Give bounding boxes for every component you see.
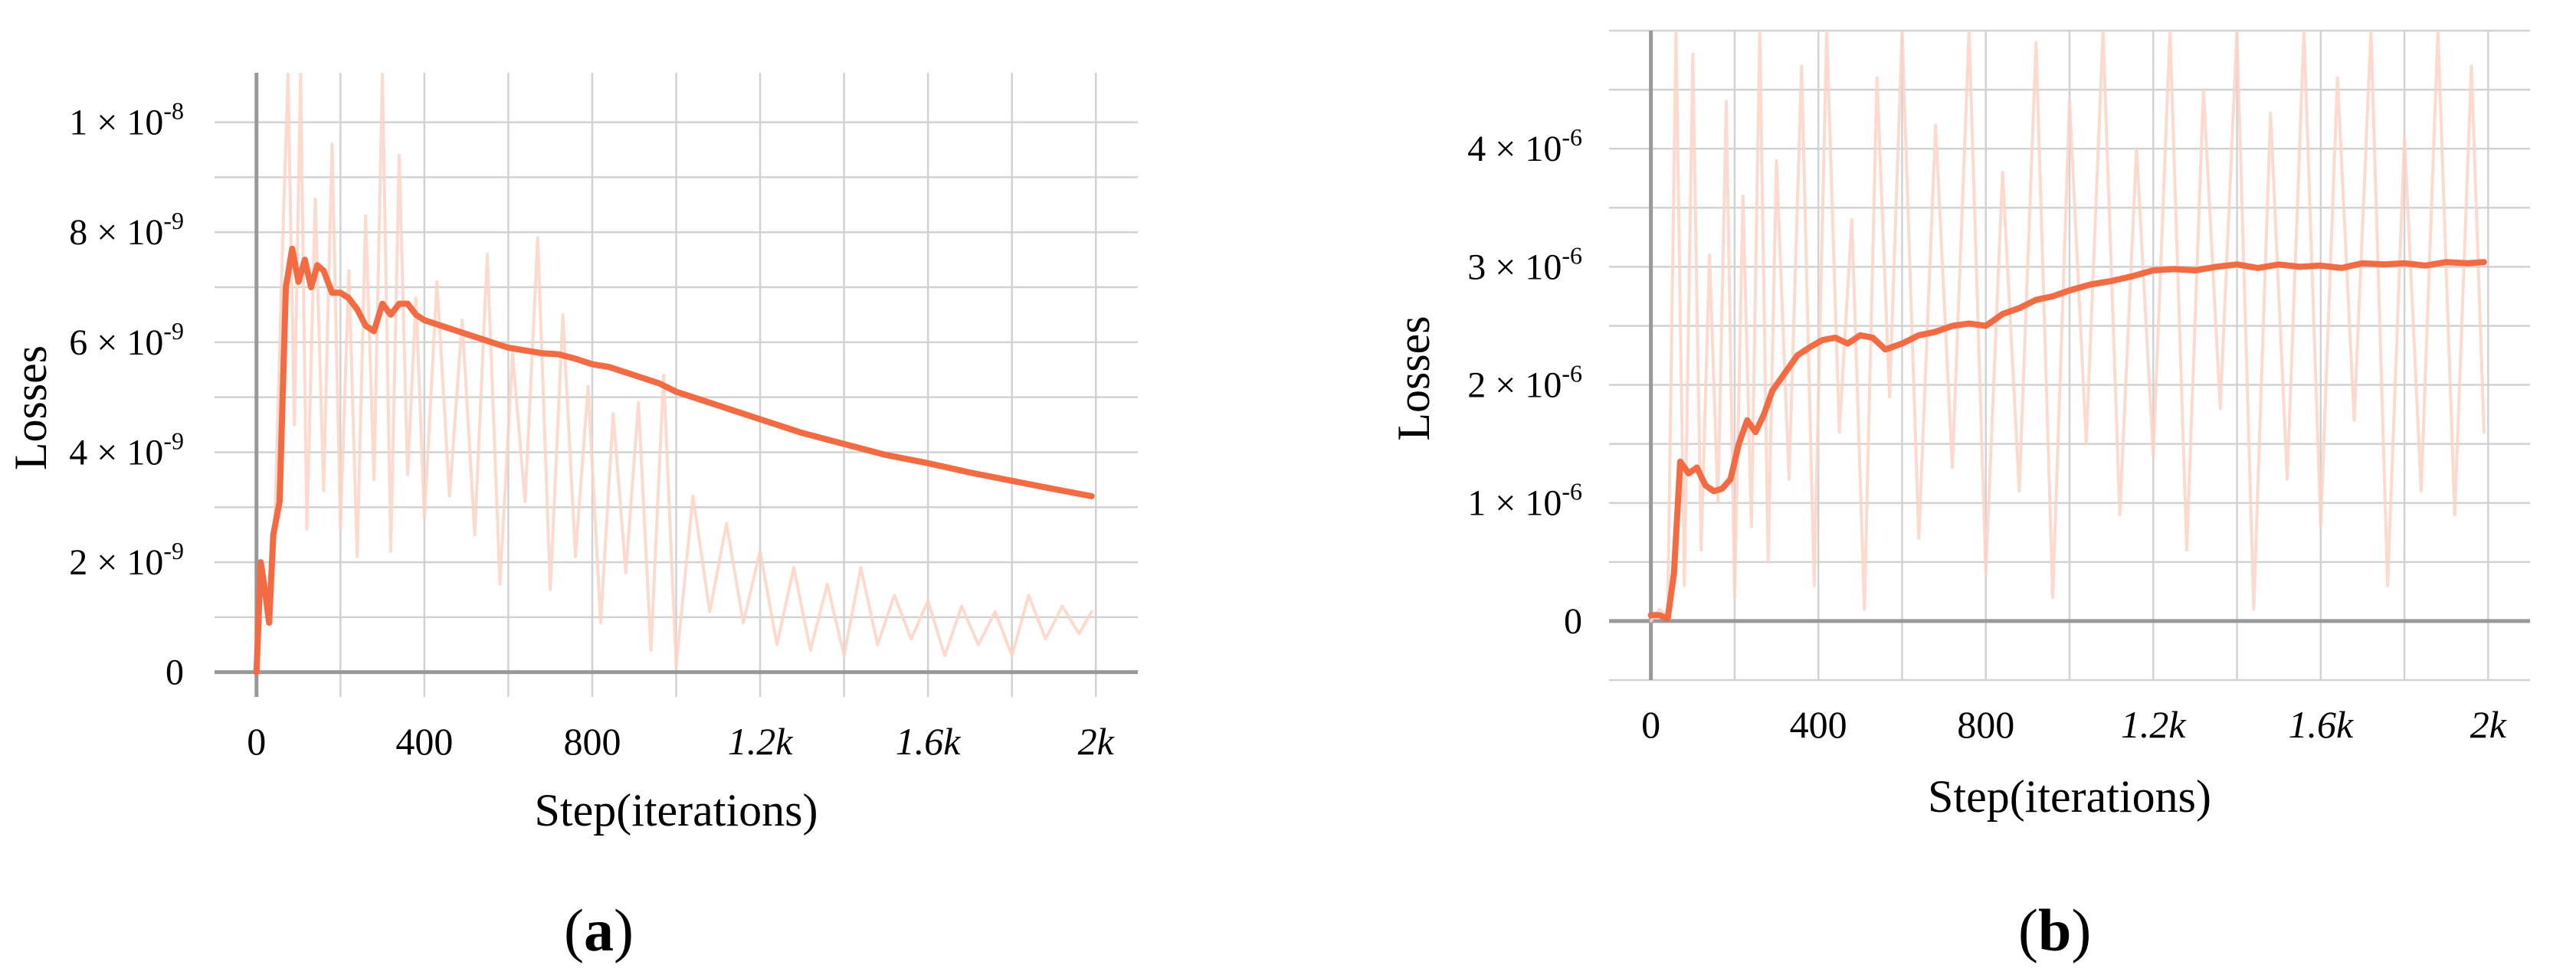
chart-a-x-tick-label: 800 [563, 720, 621, 763]
chart-a-y-tick-label: 8 × 10-9 [69, 207, 184, 253]
chart-a-x-tick-label: 2k [1078, 720, 1115, 763]
panel-b-caption: (b) [2018, 896, 2091, 965]
chart-a-series-raw-line [254, 73, 1093, 674]
chart-b-y-axis-label: Losses [1388, 316, 1439, 440]
chart-b-y-tick-label: 1 × 10-6 [1467, 478, 1582, 524]
chart-b-x-tick-label: 0 [1641, 703, 1660, 746]
chart-a-y-tick-label: 4 × 10-9 [69, 427, 184, 473]
chart-b-y-tick-label: 4 × 10-6 [1467, 123, 1582, 169]
chart-a-series-smoothed-line [253, 245, 1095, 675]
chart-b-x-tick-label: 1.6k [2288, 703, 2354, 746]
panel-a-caption: (a) [564, 896, 634, 965]
chart-a-y-tick-label: 0 [166, 653, 184, 693]
panel-b-caption-close: ) [2071, 897, 2092, 963]
chart-b-series-raw-line [1649, 31, 2486, 623]
chart-b-y-tick-label: 0 [1564, 601, 1582, 642]
chart-a-x-tick-label: 1.2k [728, 720, 794, 763]
chart-b-x-tick-label: 800 [1957, 703, 2014, 746]
chart-b-x-tick-label: 2k [2470, 703, 2507, 746]
chart-a-x-tick-label: 1.6k [896, 720, 962, 763]
panel-b-caption-letter: b [2037, 897, 2072, 963]
chart-b-y-tick-label: 2 × 10-6 [1467, 360, 1582, 406]
panel-a-caption-letter: a [583, 897, 614, 963]
chart-b-x-tick-label: 1.2k [2121, 703, 2187, 746]
chart-a-y-tick-label: 2 × 10-9 [69, 537, 184, 583]
chart-b-x-tick-label: 400 [1790, 703, 1847, 746]
panel-a-caption-open: ( [564, 897, 584, 963]
chart-a-x-tick-label: 0 [247, 720, 266, 763]
chart-b-y-tick-label: 3 × 10-6 [1467, 241, 1582, 287]
chart-b: 0 400 800 1.2k 1.6k 2k 0 1 × 10-6 2 × 10-6 3 × 10… [1388, 29, 2530, 822]
chart-a-x-axis-label: Step(iterations) [535, 785, 818, 836]
panel-a-caption-close: ) [613, 897, 634, 963]
chart-a-y-axis-label: Losses [5, 345, 56, 470]
chart-a-x-tick-label: 400 [395, 720, 453, 763]
chart-b-series-smoothed-line [1647, 259, 2487, 622]
chart-a: 0 400 800 1.2k 1.6k 2k 0 2 × 10-9 4 × 10-9 6 × 10… [5, 73, 1138, 836]
panel-b-caption-open: ( [2018, 897, 2038, 963]
chart-a-y-tick-label: 6 × 10-9 [69, 317, 184, 363]
chart-a-y-tick-label: 1 × 10-8 [69, 97, 184, 143]
chart-b-x-axis-label: Step(iterations) [1928, 771, 2211, 822]
chart-a-grid [215, 73, 1138, 697]
